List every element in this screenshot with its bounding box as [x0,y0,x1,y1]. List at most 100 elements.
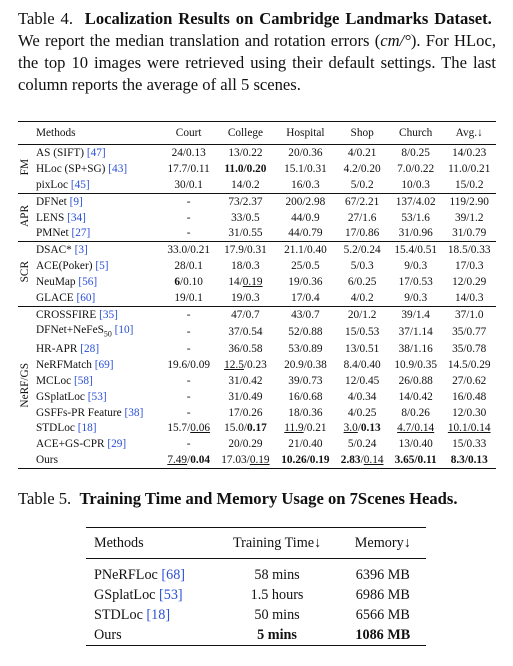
value-cell: 20/1.2 [335,305,389,323]
table-row: GSplatLoc [53] 1.5 hours 6986 MB [86,585,426,605]
text: 14/0.23 [452,146,487,159]
citation: [47] [86,146,106,159]
header-cell: College [215,122,275,145]
text: 10.1/0.14 [447,422,491,435]
text: 31/0.96 [398,227,433,240]
text: 31/0.49 [228,390,263,403]
value-cell: 6396 MB [340,559,426,586]
text: 11.0/0.20 [224,162,267,175]
text: 67/2.21 [345,195,380,208]
text: 28/0.1 [174,260,203,273]
text: Methods [36,127,76,139]
value-cell: 12/0.30 [442,405,496,421]
table-row: MCLoc [58] - 31/0.42 39/0.73 12/0.45 26/0.88 2… [18,373,496,389]
citation: [45] [70,178,90,191]
text: 47/0.7 [231,308,260,321]
method-cell: PNeRFLoc [68] [86,559,215,586]
text: 33/0.5 [231,211,260,224]
value-cell: 19.6/0.09 [162,357,216,373]
text: - [186,342,191,355]
text: 15.7/ [167,422,191,435]
method-cell: HR-APR [28] [32,341,162,357]
text: 14.5/0.29 [447,358,491,371]
text: 17.9/0.31 [224,244,267,257]
table-row: GLACE [60] 19/0.1 19/0.3 17/0.4 4/0.2 9/0.3 14… [18,290,496,306]
value-cell: 3.65/0.11 [389,452,443,468]
method-cell: Ours [86,625,215,646]
text: 21.1/0.40 [284,244,327,257]
value-cell: 5 mins [215,625,340,646]
value-cell: 5/0.2 [335,177,389,193]
text: 20/1.2 [347,308,377,321]
table-row: GSFFs-PR Feature [38] - 17/0.26 18/0.36 4/0.… [18,405,496,421]
text: - [186,227,191,240]
value-cell: - [162,436,216,452]
value-cell: 1086 MB [340,625,426,646]
value-cell: 15/0.33 [442,436,496,452]
value-cell: - [161,192,216,210]
text: ACE(Poker) [36,260,96,273]
value-cell: 15.7/0.06 [162,421,216,437]
text: Ours [94,626,122,643]
value-cell: - [162,341,216,357]
text: HLoc (SP+SG) [36,162,109,175]
text: 58 mins [254,566,300,583]
method-cell: DSAC* [3] [32,241,162,259]
text: 13/0.40 [398,438,433,451]
value-cell: 36/0.58 [215,341,275,357]
table-caption: Table 4. Localization Results on Cambrid… [18,8,496,96]
value-cell: 13/0.51 [335,341,389,357]
text: 27/0.62 [452,374,487,387]
group-label: SCR [19,261,31,283]
text: 8.3/0.13 [450,454,488,467]
value-cell: 17.7/0.11 [162,161,216,177]
text: cm/° [380,31,411,50]
citation: [18] [146,606,171,623]
value-cell: 6566 MB [340,605,426,625]
value-cell: 17/0.26 [215,405,275,421]
text: 39/1.2 [454,211,484,224]
citation: [60] [76,291,96,304]
value-cell: 4/0.34 [335,389,389,405]
text: 6 [174,276,181,289]
value-cell: 2.83/0.14 [335,452,389,468]
value-cell: 10/0.3 [389,177,443,193]
value-cell: 8/0.25 [388,143,443,161]
header-cell: Hospital [275,122,335,145]
text: - [186,390,191,403]
text: PNeRFLoc [94,566,162,583]
text: 52/0.88 [288,325,323,338]
value-cell: 4/0.25 [335,405,389,421]
citation: [58] [73,374,93,387]
text: 137/4.02 [395,195,436,208]
method-cell: ACE(Poker) [5] [32,258,162,274]
value-cell: 5/0.24 [335,436,389,452]
text: 17.7/0.11 [167,162,210,175]
value-cell: 17/0.3 [442,258,496,274]
table-row: PNeRFLoc [68] 58 mins 6396 MB [86,559,426,586]
value-cell: - [162,210,216,226]
value-cell: 19/0.3 [215,290,275,306]
value-cell: 119/2.90 [442,192,496,210]
value-cell: 12/0.45 [335,373,389,389]
text: ). For HLoc, the top 10 images were retr… [18,31,496,94]
group-label-cell: SCR [18,241,32,307]
text: 20.9/0.38 [284,358,327,371]
text: Memory↓ [354,534,411,551]
value-cell: 37/1.14 [389,323,443,341]
text: 36/0.58 [228,342,263,355]
value-cell: 20.9/0.38 [275,357,335,373]
value-cell: - [162,323,216,341]
text: 4/0.2 [350,291,374,304]
value-cell: 73/2.37 [215,192,276,210]
text: Shop [350,127,374,139]
citation: [3] [74,244,88,257]
value-cell: 7.0/0.22 [389,161,443,177]
text: 26/0.88 [398,374,433,387]
value-cell: 5/0.3 [335,258,389,274]
value-cell: 15.4/0.51 [388,241,443,259]
text: 7.0/0.22 [397,162,435,175]
group-label: FM [19,158,31,175]
value-cell: 39/1.4 [388,305,443,323]
